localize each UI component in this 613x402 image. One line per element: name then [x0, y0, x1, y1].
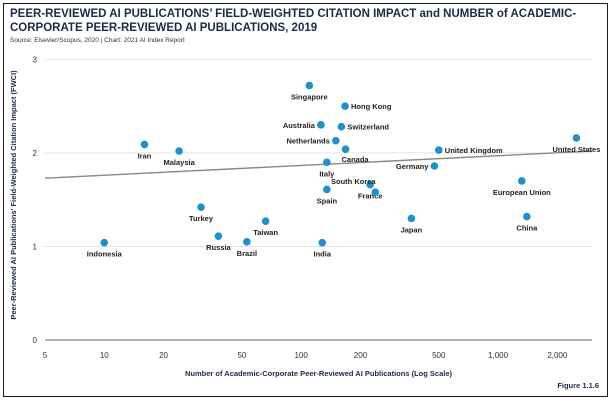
data-point [100, 238, 109, 247]
x-tick-label: 200 [354, 351, 368, 360]
data-point [317, 121, 325, 129]
data-point [197, 203, 205, 211]
trend-line [44, 150, 593, 179]
y-tick-label: 0 [33, 336, 38, 345]
data-label: Italy [319, 169, 335, 178]
x-tick-label: 10 [100, 351, 109, 360]
data-label: Canada [342, 155, 370, 164]
y-axis-title: Peer-Reviewed AI Publications' Field-Wei… [9, 70, 18, 320]
data-label: Brazil [237, 249, 257, 258]
data-label: Switzerland [347, 123, 389, 132]
data-label: Russia [206, 243, 231, 252]
data-point [318, 238, 327, 247]
data-label: Germany [396, 162, 429, 171]
y-tick-labels: 0 1 2 3 [33, 55, 38, 345]
x-tick-label: 100 [294, 351, 308, 360]
data-point [175, 147, 183, 155]
data-label: France [358, 192, 383, 201]
data-label: Japan [401, 225, 423, 234]
x-axis-title: Number of Academic-Corporate Peer-Review… [185, 369, 453, 378]
y-tick-label: 3 [33, 55, 38, 64]
y-tick-label: 1 [33, 242, 38, 251]
data-point [140, 140, 149, 149]
data-point [261, 217, 270, 225]
chart-title: PEER-REVIEWED AI PUBLICATIONS’ FIELD-WEI… [10, 8, 577, 34]
data-label: Australia [283, 121, 316, 130]
x-tick-labels: 5 10 20 50 100 200 500 1,000 2,000 [43, 351, 568, 360]
x-tick-label: 20 [159, 351, 168, 360]
data-label: United States [552, 145, 600, 154]
data-point [305, 81, 314, 90]
data-point [371, 188, 380, 196]
x-tick-label: 50 [237, 351, 246, 360]
chart-source: Source: Elsevier/Scopus, 2020 | Chart: 2… [10, 37, 185, 44]
figure-label: Figure 1.1.6 [557, 381, 599, 390]
data-point [332, 136, 340, 145]
data-points: Indonesia Iran Malaysia Turkey Russia Brazil T… [87, 81, 600, 259]
data-label: Singapore [291, 93, 328, 102]
data-point [572, 134, 581, 142]
x-tick-label: 5 [43, 351, 48, 360]
data-point [407, 214, 416, 223]
chart-frame [3, 3, 608, 397]
data-point [243, 237, 251, 246]
data-label: European Union [493, 188, 551, 197]
data-point [214, 232, 223, 240]
data-point [366, 180, 374, 189]
data-point [523, 212, 531, 221]
data-label: United Kingdom [445, 146, 503, 155]
data-point [341, 102, 349, 110]
data-label: Iran [138, 151, 152, 160]
data-label: Hong Kong [351, 102, 392, 111]
y-tick-label: 2 [33, 149, 38, 158]
data-point [430, 162, 439, 170]
data-point [337, 122, 346, 131]
x-tick-label: 2,000 [547, 351, 568, 360]
data-label: Indonesia [87, 250, 123, 259]
x-tick-label: 500 [432, 351, 446, 360]
x-tick-label: 1,000 [488, 351, 509, 360]
data-point [434, 146, 443, 154]
grid-lines [45, 58, 592, 247]
data-point [517, 177, 526, 185]
data-label: Turkey [189, 214, 214, 223]
data-label: China [516, 224, 538, 233]
data-label: India [314, 250, 332, 259]
data-label: Spain [317, 196, 338, 205]
data-point [341, 145, 350, 153]
data-label: South Korea [331, 177, 376, 186]
data-label: Taiwan [253, 228, 278, 237]
data-point [323, 158, 331, 167]
data-label: Netherlands [286, 137, 329, 146]
data-point [323, 185, 331, 194]
data-label: Malaysia [163, 158, 195, 167]
